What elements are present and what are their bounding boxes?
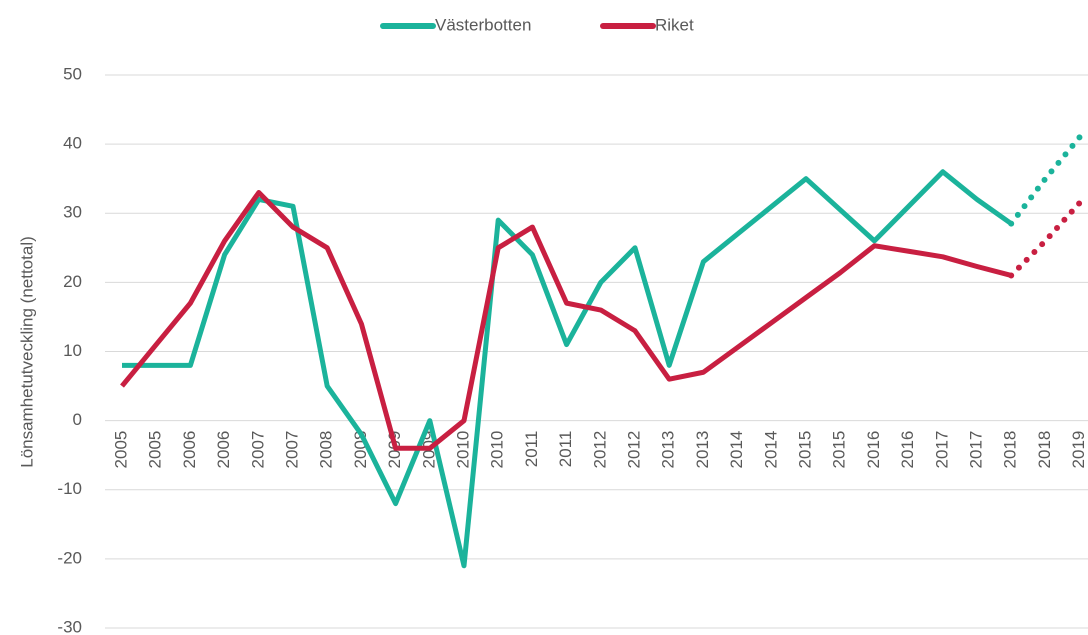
x-tick-label: 2016 xyxy=(864,431,883,469)
x-tick-label: 2013 xyxy=(693,431,712,469)
x-tick-label: 2011 xyxy=(556,431,575,468)
x-tick-label: 2014 xyxy=(727,431,746,469)
x-tick-label: 2008 xyxy=(317,431,336,469)
legend-label: Västerbotten xyxy=(435,15,531,34)
x-tick-label: 2017 xyxy=(966,431,985,469)
x-tick-label: 2018 xyxy=(1001,431,1020,469)
y-axis-label: Lönsamhetutveckling (nettotal) xyxy=(17,236,36,468)
x-tick-label: 2007 xyxy=(282,431,301,469)
x-tick-label: 2012 xyxy=(590,431,609,469)
y-tick-label: 20 xyxy=(63,272,82,291)
y-tick-label: -10 xyxy=(57,479,82,498)
y-tick-label: 0 xyxy=(73,410,82,429)
x-tick-label: 2007 xyxy=(248,431,267,469)
x-tick-label: 2006 xyxy=(214,431,233,469)
y-tick-label: 40 xyxy=(63,134,82,153)
x-tick-label: 2005 xyxy=(146,431,165,469)
x-tick-label: 2018 xyxy=(1035,431,1054,469)
x-tick-label: 2012 xyxy=(624,431,643,469)
x-tick-label: 2017 xyxy=(932,431,951,469)
x-tick-label: 2010 xyxy=(453,431,472,469)
series-projection xyxy=(1008,134,1083,227)
y-tick-label: -30 xyxy=(57,617,82,635)
series-line xyxy=(120,190,1012,451)
x-tick-label: 2013 xyxy=(659,431,678,469)
y-tick-label: 10 xyxy=(63,341,82,360)
x-tick-label: 2015 xyxy=(830,431,849,469)
x-tick-label: 2011 xyxy=(522,431,541,468)
x-tick-label: 2016 xyxy=(898,431,917,469)
y-tick-label: 50 xyxy=(63,64,82,83)
series-projection xyxy=(1008,199,1083,279)
x-tick-label: 2005 xyxy=(111,431,130,469)
legend-label: Riket xyxy=(655,15,694,34)
y-tick-label: 30 xyxy=(63,203,82,222)
x-tick-label: 2014 xyxy=(761,431,780,469)
y-tick-label: -20 xyxy=(57,548,82,567)
x-tick-label: 2015 xyxy=(795,431,814,469)
series-line xyxy=(122,169,1013,569)
x-tick-label: 2019 xyxy=(1069,431,1088,469)
x-tick-label: 2006 xyxy=(180,431,199,469)
x-tick-label: 2010 xyxy=(488,431,507,469)
